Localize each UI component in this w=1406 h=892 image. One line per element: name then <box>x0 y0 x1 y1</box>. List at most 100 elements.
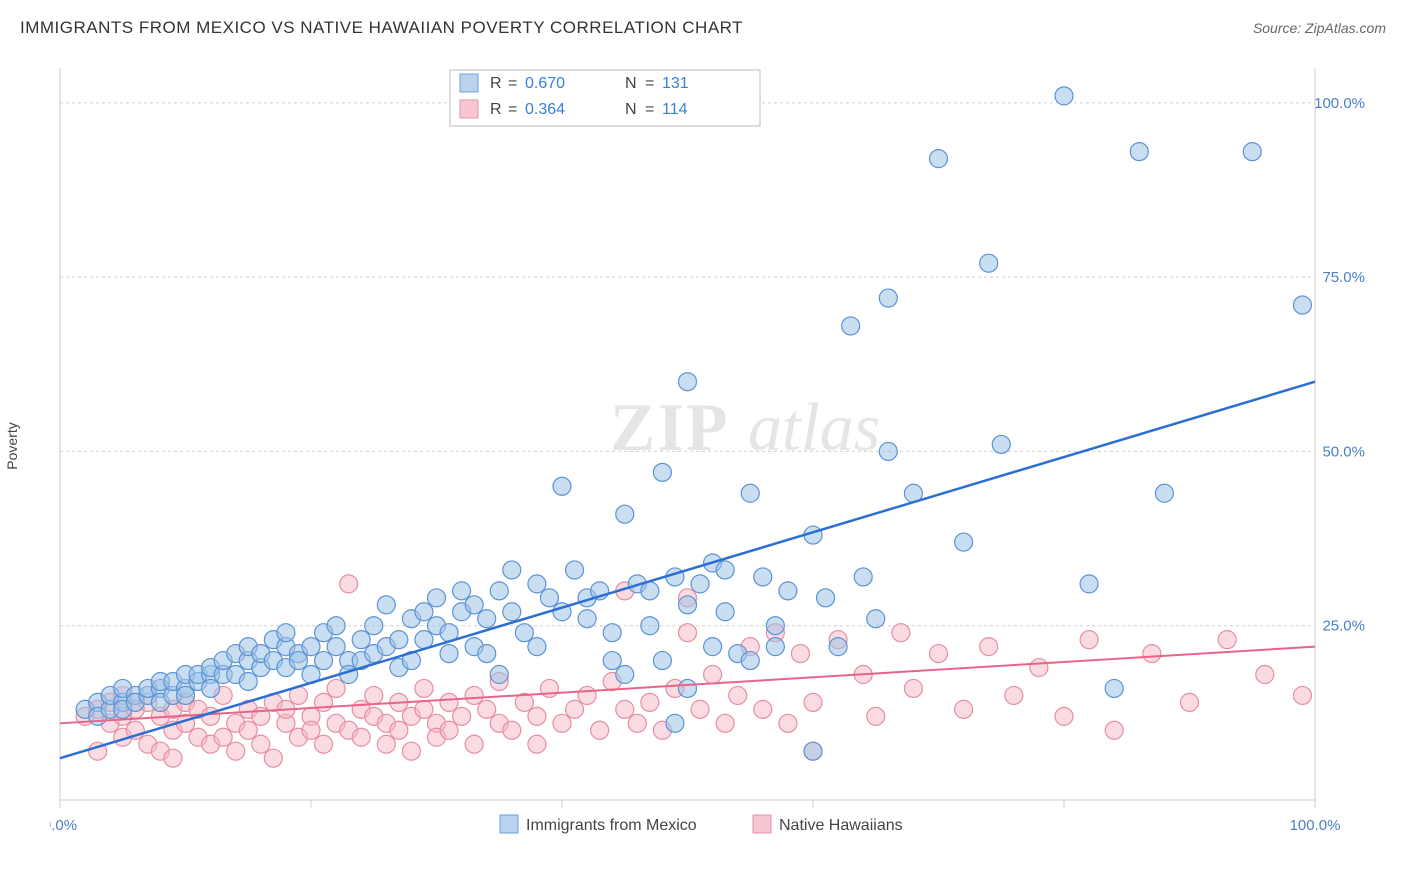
data-point-blue <box>327 638 345 656</box>
data-point-blue <box>603 624 621 642</box>
data-point-pink <box>1181 693 1199 711</box>
data-point-pink <box>641 693 659 711</box>
data-point-blue <box>716 561 734 579</box>
svg-text:=: = <box>645 101 654 118</box>
data-point-pink <box>465 735 483 753</box>
data-point-blue <box>239 672 257 690</box>
bottom-legend-swatch-blue <box>500 815 518 833</box>
data-point-blue <box>679 679 697 697</box>
data-point-blue <box>641 617 659 635</box>
chart-header: IMMIGRANTS FROM MEXICO VS NATIVE HAWAIIA… <box>20 18 1386 38</box>
data-point-pink <box>214 728 232 746</box>
data-point-blue <box>930 150 948 168</box>
y-tick-label: 75.0% <box>1322 269 1365 286</box>
data-point-pink <box>478 700 496 718</box>
data-point-pink <box>352 728 370 746</box>
data-point-blue <box>428 589 446 607</box>
data-point-blue <box>390 631 408 649</box>
data-point-blue <box>992 435 1010 453</box>
data-point-blue <box>553 477 571 495</box>
data-point-blue <box>980 254 998 272</box>
data-point-blue <box>302 638 320 656</box>
data-point-blue <box>566 561 584 579</box>
legend-N-label-pink: N <box>625 101 637 118</box>
data-point-blue <box>478 610 496 628</box>
data-point-pink <box>453 707 471 725</box>
data-point-pink <box>867 707 885 725</box>
data-point-blue <box>578 610 596 628</box>
data-point-blue <box>315 652 333 670</box>
scatter-chart-svg: 25.0%50.0%75.0%100.0%ZIPatlas0.0%100.0%R… <box>50 60 1370 860</box>
legend-N-label-blue: N <box>625 75 637 92</box>
data-point-blue <box>528 638 546 656</box>
bottom-legend: Immigrants from Mexico Native Hawaiians <box>500 815 903 834</box>
svg-text:=: = <box>645 75 654 92</box>
legend-swatch-blue <box>460 74 478 92</box>
data-point-pink <box>691 700 709 718</box>
data-point-pink <box>616 700 634 718</box>
data-point-pink <box>440 721 458 739</box>
watermark: ZIPatlas <box>610 389 880 465</box>
svg-text:=: = <box>508 101 517 118</box>
svg-text:ZIP: ZIP <box>610 389 729 465</box>
svg-text:atlas: atlas <box>748 389 880 465</box>
data-point-pink <box>415 700 433 718</box>
data-point-blue <box>289 652 307 670</box>
data-point-pink <box>791 645 809 663</box>
data-point-pink <box>377 735 395 753</box>
data-point-pink <box>390 721 408 739</box>
data-point-blue <box>177 686 195 704</box>
data-point-pink <box>227 742 245 760</box>
data-point-blue <box>327 617 345 635</box>
data-point-blue <box>616 505 634 523</box>
data-point-blue <box>453 582 471 600</box>
data-point-pink <box>365 686 383 704</box>
data-point-blue <box>879 442 897 460</box>
legend-R-value-blue: 0.670 <box>525 75 565 92</box>
data-point-blue <box>1243 143 1261 161</box>
data-point-blue <box>716 603 734 621</box>
data-point-pink <box>779 714 797 732</box>
data-point-pink <box>1030 659 1048 677</box>
data-point-blue <box>478 645 496 663</box>
data-point-blue <box>829 638 847 656</box>
data-point-blue <box>666 714 684 732</box>
data-point-blue <box>415 603 433 621</box>
data-point-pink <box>553 714 571 732</box>
data-point-blue <box>202 679 220 697</box>
data-point-blue <box>741 652 759 670</box>
data-point-pink <box>591 721 609 739</box>
data-point-blue <box>679 373 697 391</box>
data-point-pink <box>892 624 910 642</box>
data-point-blue <box>490 666 508 684</box>
data-point-blue <box>691 575 709 593</box>
y-tick-label: 25.0% <box>1322 618 1365 635</box>
data-point-blue <box>1055 87 1073 105</box>
data-point-pink <box>1293 686 1311 704</box>
data-point-pink <box>1143 645 1161 663</box>
data-point-blue <box>804 742 822 760</box>
y-axis-label: Poverty <box>4 422 20 469</box>
data-point-blue <box>766 638 784 656</box>
x-tick-label: 100.0% <box>1290 817 1341 834</box>
data-point-pink <box>1218 631 1236 649</box>
y-tick-label: 50.0% <box>1322 443 1365 460</box>
data-point-pink <box>628 714 646 732</box>
data-point-pink <box>415 679 433 697</box>
data-point-pink <box>340 575 358 593</box>
legend-R-label-blue: R <box>490 75 502 92</box>
chart-area: 25.0%50.0%75.0%100.0%ZIPatlas0.0%100.0%R… <box>50 60 1370 820</box>
data-point-pink <box>754 700 772 718</box>
data-point-blue <box>277 624 295 642</box>
data-point-blue <box>766 617 784 635</box>
data-point-blue <box>704 638 722 656</box>
data-point-pink <box>315 735 333 753</box>
data-point-blue <box>440 645 458 663</box>
data-point-blue <box>641 582 659 600</box>
data-point-blue <box>616 666 634 684</box>
data-point-pink <box>1055 707 1073 725</box>
bottom-legend-label-pink: Native Hawaiians <box>779 817 903 834</box>
data-point-pink <box>804 693 822 711</box>
data-point-pink <box>528 707 546 725</box>
bottom-legend-label-blue: Immigrants from Mexico <box>526 817 697 834</box>
